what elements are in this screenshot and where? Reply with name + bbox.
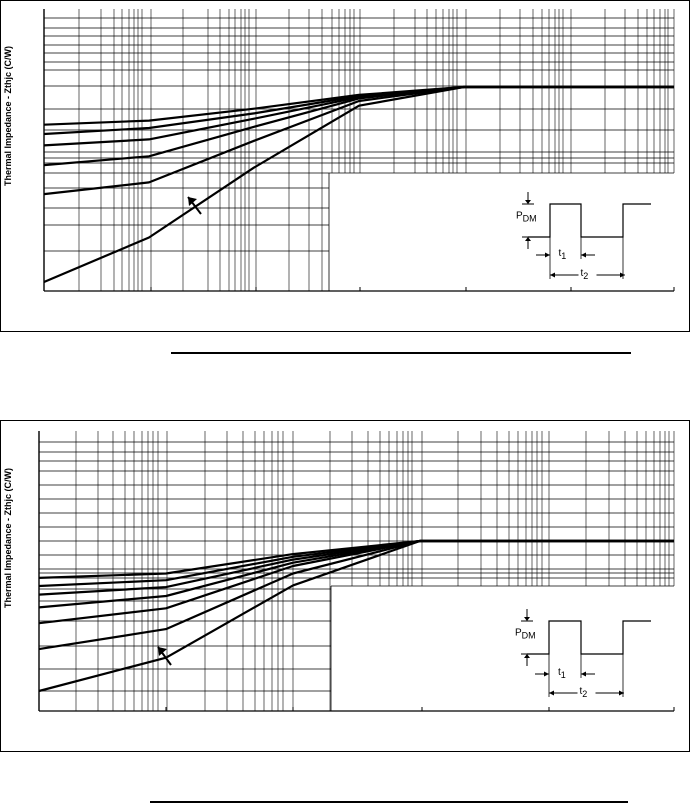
- series-line-6: [43, 85, 674, 284]
- t2-label-bg: [577, 684, 596, 698]
- series-line-7: [38, 539, 674, 693]
- t2-label-bg: [578, 266, 597, 280]
- curve-arrow-head: [158, 647, 167, 656]
- caption-rule-1: [171, 352, 631, 354]
- t2-arrowhead-left: [550, 272, 555, 278]
- chart-panel-2: Thermal Impedance - Zthjc (C/W) PDM t1 t2: [0, 420, 690, 752]
- curve-arrow-head: [188, 197, 197, 206]
- series-line-4: [43, 85, 674, 167]
- t1-label: t1: [558, 667, 566, 680]
- chart-panel-1: Thermal Impedance - Zthjc (C/W) PDM t1 t2: [0, 0, 690, 332]
- t2-label: t2: [581, 268, 589, 281]
- t1-arrowhead-left: [545, 252, 550, 258]
- pdm-arrowhead-bottom: [525, 237, 531, 241]
- pdm-label: PDM: [515, 628, 536, 641]
- pdm-label: PDM: [516, 211, 537, 224]
- t2-arrowhead-right: [619, 690, 624, 696]
- pulse-waveform: [527, 620, 651, 655]
- chart-2-svg: PDM t1 t2: [38, 431, 675, 712]
- t1-label: t1: [559, 248, 567, 261]
- pdm-arrowhead-top: [525, 200, 531, 204]
- pulse-waveform: [528, 203, 651, 238]
- t1-arrowhead-left: [544, 671, 549, 677]
- t2-label: t2: [580, 686, 588, 699]
- t2-arrowhead-right: [620, 272, 625, 278]
- pdm-arrowhead-top: [524, 617, 530, 621]
- chart-1-svg: PDM t1 t2: [43, 9, 675, 292]
- pdm-arrowhead-bottom: [524, 654, 530, 658]
- t2-arrowhead-left: [549, 690, 554, 696]
- caption-rule-2: [150, 801, 628, 803]
- t1-arrowhead-right: [581, 671, 586, 677]
- t1-arrowhead-right: [581, 252, 586, 258]
